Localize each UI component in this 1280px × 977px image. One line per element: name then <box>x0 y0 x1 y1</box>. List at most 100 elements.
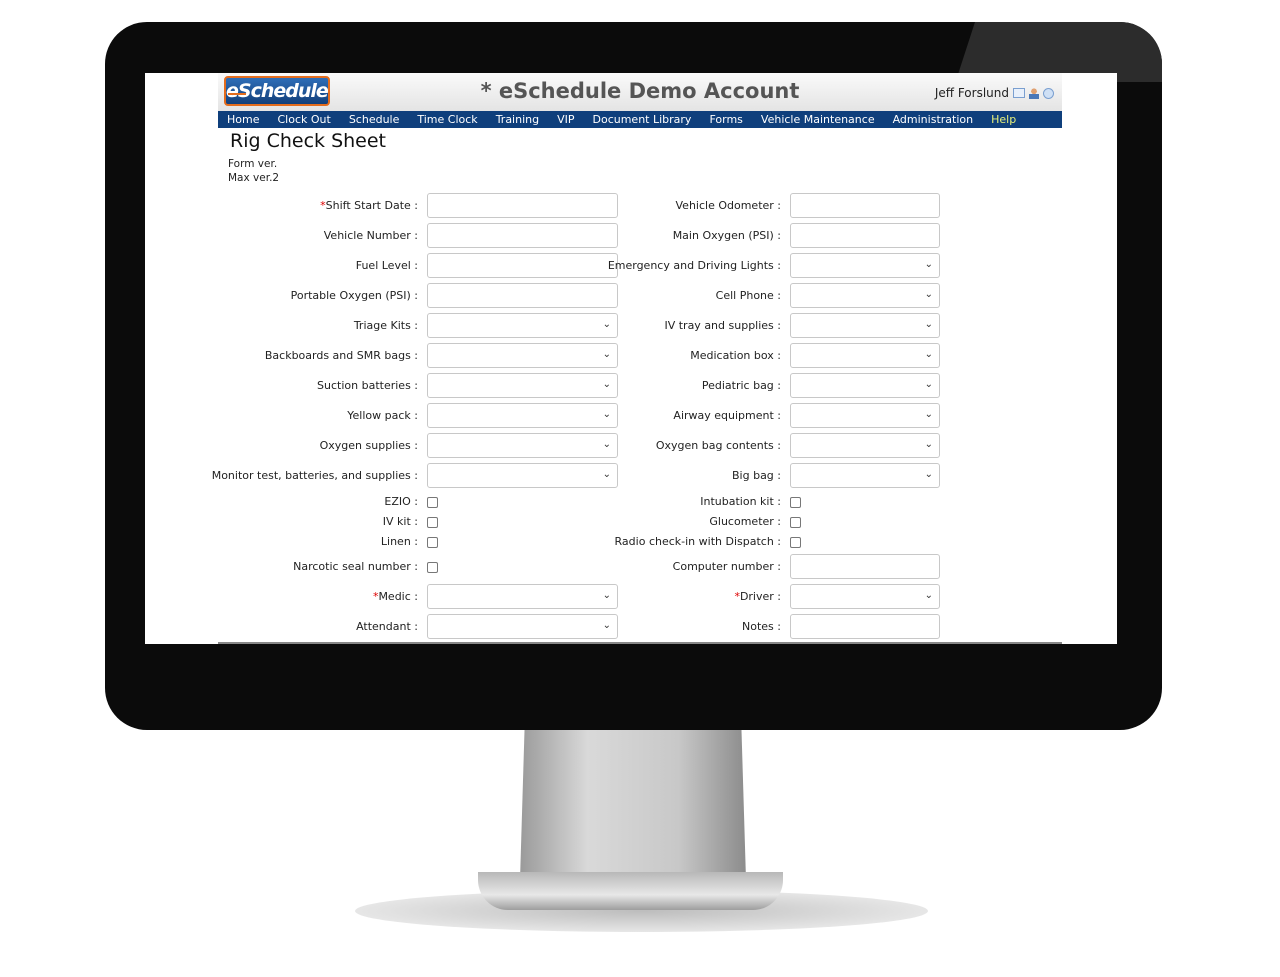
nav-home[interactable]: Home <box>227 113 260 126</box>
user-area: Jeff Forslund <box>935 86 1054 100</box>
nav-forms[interactable]: Forms <box>709 113 743 126</box>
triage-kits-select[interactable]: ⌄ <box>427 313 618 338</box>
label-text: Linen : <box>380 535 418 548</box>
mail-icon[interactable] <box>1013 88 1025 98</box>
cell-phone-select[interactable]: ⌄ <box>790 283 940 308</box>
monitor-base <box>478 872 783 910</box>
label-text: Shift Start Date : <box>325 199 418 212</box>
main-nav: Home Clock Out Schedule Time Clock Training V… <box>218 111 1062 128</box>
label-text: Emergency and Driving Lights : <box>607 259 781 272</box>
chevron-down-icon: ⌄ <box>602 349 611 360</box>
label-text: Attendant : <box>356 620 418 633</box>
yellow-pack-select[interactable]: ⌄ <box>427 403 618 428</box>
vehicle-number-input[interactable] <box>427 223 618 248</box>
label-text: Cell Phone : <box>715 289 781 302</box>
chevron-down-icon: ⌄ <box>602 590 611 601</box>
medication-box-select[interactable]: ⌄ <box>790 343 940 368</box>
nav-schedule[interactable]: Schedule <box>348 113 400 126</box>
label-intubation-kit: Intubation kit : <box>700 495 781 508</box>
chevron-down-icon: ⌄ <box>924 439 933 450</box>
label-text: IV tray and supplies : <box>664 319 781 332</box>
label-narcotic-seal-number: Narcotic seal number : <box>293 560 418 573</box>
label-backboards-and-smr-bags: Backboards and SMR bags : <box>265 349 418 362</box>
label-triage-kits: Triage Kits : <box>354 319 418 332</box>
label-radio-check-in-with-dispatch: Radio check-in with Dispatch : <box>615 535 781 548</box>
notes-input[interactable] <box>790 614 940 639</box>
label-main-oxygen-psi: Main Oxygen (PSI) : <box>673 229 781 242</box>
label-text: Monitor test, batteries, and supplies : <box>211 469 418 482</box>
oxygen-bag-contents-select[interactable]: ⌄ <box>790 433 940 458</box>
label-driver: *Driver : <box>734 590 781 603</box>
label-cell-phone: Cell Phone : <box>716 289 781 302</box>
ezio-checkbox[interactable] <box>427 497 438 508</box>
pediatric-bag-select[interactable]: ⌄ <box>790 373 940 398</box>
app-title: * eSchedule Demo Account <box>480 79 800 103</box>
nav-document-library[interactable]: Document Library <box>592 113 692 126</box>
logo[interactable]: eSchedule <box>224 76 330 106</box>
narcotic-seal-number-checkbox[interactable] <box>427 562 438 573</box>
label-text: Narcotic seal number : <box>293 560 418 573</box>
iv-tray-and-supplies-select[interactable]: ⌄ <box>790 313 940 338</box>
chevron-down-icon: ⌄ <box>602 439 611 450</box>
label-ezio: EZIO : <box>384 495 418 508</box>
backboards-and-smr-bags-select[interactable]: ⌄ <box>427 343 618 368</box>
nav-vehicle-maintenance[interactable]: Vehicle Maintenance <box>760 113 875 126</box>
medic-select[interactable]: ⌄ <box>427 584 618 609</box>
label-text: Oxygen supplies : <box>319 439 418 452</box>
label-pediatric-bag: Pediatric bag : <box>702 379 781 392</box>
chevron-down-icon: ⌄ <box>602 620 611 631</box>
label-shift-start-date: *Shift Start Date : <box>320 199 418 212</box>
computer-number-input[interactable] <box>790 554 940 579</box>
linen-checkbox[interactable] <box>427 537 438 548</box>
monitor-test-batteries-and-supplies-select[interactable]: ⌄ <box>427 463 618 488</box>
label-portable-oxygen-psi: Portable Oxygen (PSI) : <box>291 289 418 302</box>
label-text: Notes : <box>742 620 781 633</box>
airway-equipment-select[interactable]: ⌄ <box>790 403 940 428</box>
big-bag-select[interactable]: ⌄ <box>790 463 940 488</box>
user-name[interactable]: Jeff Forslund <box>934 86 1009 100</box>
main-oxygen-psi-input[interactable] <box>790 223 940 248</box>
suction-batteries-select[interactable]: ⌄ <box>427 373 618 398</box>
attendant-select[interactable]: ⌄ <box>427 614 618 639</box>
label-oxygen-supplies: Oxygen supplies : <box>320 439 418 452</box>
intubation-kit-checkbox[interactable] <box>790 497 801 508</box>
label-text: Vehicle Number : <box>323 229 418 242</box>
shift-start-date-input[interactable] <box>427 193 618 218</box>
nav-help[interactable]: Help <box>991 113 1017 126</box>
label-text: EZIO : <box>384 495 418 508</box>
label-monitor-test-batteries-and-supplies: Monitor test, batteries, and supplies : <box>212 469 418 482</box>
vehicle-odometer-input[interactable] <box>790 193 940 218</box>
chevron-down-icon: ⌄ <box>602 379 611 390</box>
label-medication-box: Medication box : <box>690 349 781 362</box>
label-text: Yellow pack : <box>347 409 418 422</box>
label-big-bag: Big bag : <box>732 469 781 482</box>
driver-select[interactable]: ⌄ <box>790 584 940 609</box>
nav-administration[interactable]: Administration <box>892 113 974 126</box>
label-medic: *Medic : <box>373 590 418 603</box>
chevron-down-icon: ⌄ <box>924 289 933 300</box>
portable-oxygen-psi-input[interactable] <box>427 283 618 308</box>
profile-icon[interactable] <box>1029 87 1039 99</box>
header: eSchedule * eSchedule Demo Account Jeff … <box>218 73 1062 111</box>
nav-training[interactable]: Training <box>495 113 540 126</box>
max-version: Max ver.2 <box>228 172 280 184</box>
label-text: Glucometer : <box>709 515 781 528</box>
nav-clock-out[interactable]: Clock Out <box>277 113 331 126</box>
iv-kit-checkbox[interactable] <box>427 517 438 528</box>
app: eSchedule * eSchedule Demo Account Jeff … <box>212 73 1062 644</box>
nav-time-clock[interactable]: Time Clock <box>417 113 478 126</box>
radio-check-in-with-dispatch-checkbox[interactable] <box>790 537 801 548</box>
oxygen-supplies-select[interactable]: ⌄ <box>427 433 618 458</box>
label-notes: Notes : <box>742 620 781 633</box>
label-text: Oxygen bag contents : <box>655 439 781 452</box>
label-text: Main Oxygen (PSI) : <box>672 229 781 242</box>
nav-vip[interactable]: VIP <box>557 113 575 126</box>
glucometer-checkbox[interactable] <box>790 517 801 528</box>
logout-power-icon[interactable] <box>1043 87 1054 99</box>
label-linen: Linen : <box>381 535 418 548</box>
chevron-down-icon: ⌄ <box>924 349 933 360</box>
fuel-level-input[interactable] <box>427 253 618 278</box>
chevron-down-icon: ⌄ <box>602 469 611 480</box>
label-vehicle-odometer: Vehicle Odometer : <box>676 199 782 212</box>
emergency-and-driving-lights-select[interactable]: ⌄ <box>790 253 940 278</box>
